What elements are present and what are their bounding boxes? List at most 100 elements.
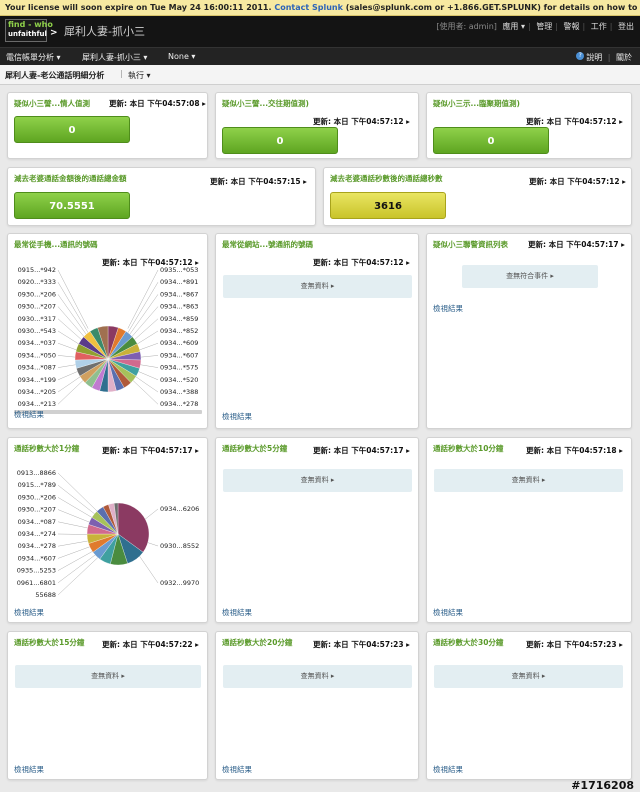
pie-label: 0930...*206 [18,290,56,298]
nav-right: ? 說明 | 關於 [576,52,632,63]
panel-title: 通話秒數大於20分鐘 [222,638,293,647]
pie-slice[interactable] [97,325,109,360]
run-menu[interactable]: 執行 ▾ [128,71,151,80]
panel-over-10min: 通話秒數大於10分鐘 更新: 本日 下午04:57:18 ▸ 查無資料 ▸ 檢視… [426,437,632,623]
pie-label: 0913...8866 [17,469,56,477]
help-link[interactable]: 說明 [586,53,603,62]
panel-title: 疑似小三聯警資訊列表 [433,240,508,249]
panel-updated: 更新: 本日 下午04:57:15 ▸ [210,177,307,186]
panel-title: 減去老婆通話秒數後的通話總秒數 [330,174,443,183]
pie-label: 0934...*891 [160,278,198,286]
view-results-link[interactable]: 檢視結果 [14,608,44,617]
chart-scrollbar[interactable] [14,410,202,414]
pie-slice[interactable] [117,502,150,553]
pie-chart-mobile[interactable]: 0915...*942 0920...*333 0930...*206 0930...… [8,266,209,416]
nav-billing-analysis[interactable]: 電信帳單分析 ▾ [6,53,61,62]
panel-updated: 更新: 本日 下午04:57:17 ▸ [313,446,410,455]
pie-label: 0961...6801 [17,579,56,587]
logo-arrow-icon: > [50,28,58,38]
no-results-message: 查無資料 ▸ [223,275,412,298]
panel-updated: 更新: 本日 下午04:57:23 ▸ [526,640,623,649]
view-results-link[interactable]: 檢視結果 [433,765,463,774]
pie-label: 0934...*087 [18,364,56,372]
pie-label: 0935...5253 [17,567,56,575]
view-results-link[interactable]: 檢視結果 [433,304,463,313]
menu-logout[interactable]: 登出 [618,22,634,31]
pie-leader-line [57,555,100,596]
no-results-message: 查無資料 ▸ [434,665,623,688]
panel-updated: 更新: 本日 下午04:57:12 ▸ [102,258,199,267]
panel-updated: 更新: 本日 下午04:57:12 ▸ [313,117,410,126]
pie-label: 0934...*274 [18,530,56,538]
view-results-link[interactable]: 檢視結果 [222,412,252,421]
menu-alerts[interactable]: 警報 [563,22,580,31]
pie-label: 0934...*609 [160,339,198,347]
view-results-link[interactable]: 檢視結果 [433,608,463,617]
panel-updated: 更新: 本日 下午04:57:12 ▸ [313,258,410,267]
contact-splunk-link[interactable]: Contact Splunk [274,3,343,12]
pie-leader-line [57,485,100,518]
panel-updated: 更新: 本日 下午04:57:12 ▸ [526,117,623,126]
pie-label: 0934...*852 [160,327,198,335]
pie-label: 0934...*050 [18,351,56,359]
image-watermark: #1716208 [571,779,634,792]
panel-total-amount: 減去老婆通話金額後的通話總金額 更新: 本日 下午04:57:15 ▸ 70.5… [7,167,316,226]
no-results-message: 查無資料 ▸ [223,665,412,688]
panel-alert-list: 疑似小三聯警資訊列表 更新: 本日 下午04:57:17 ▸ 查無符合事件 ▸ … [426,233,632,429]
panel-updated: 更新: 本日 下午04:57:17 ▸ [528,240,625,249]
pie-leader-line [136,551,159,584]
pie-chart-over-1min[interactable]: 0913...8866 0915...*789 0930...*206 0930...… [8,460,209,600]
pie-label: 0934...*278 [18,542,56,550]
nav-app-dashboards[interactable]: 犀利人妻-抓小三 ▾ [82,53,148,62]
view-results-link[interactable]: 檢視結果 [222,765,252,774]
pie-label: 0934...*607 [18,554,56,562]
panel-total-seconds: 減去老婆通話秒數後的通話總秒數 更新: 本日 下午04:57:12 ▸ 3616 [323,167,632,226]
pie-leader-line [127,269,159,329]
user-label: [使用者: admin] [436,22,497,31]
menu-apps[interactable]: 應用 ▾ [502,22,525,31]
app-title: 犀利人妻-抓小三 [64,25,145,38]
pie-slice[interactable] [113,502,119,535]
view-results-link[interactable]: 檢視結果 [14,410,44,419]
view-results-link[interactable]: 檢視結果 [14,765,44,774]
view-results-link[interactable]: 檢視結果 [222,608,252,617]
pie-label: 0920...*333 [18,278,56,286]
pie-leader-line [127,282,159,333]
no-results-message: 查無資料 ▸ [223,469,412,492]
nav-none[interactable]: None ▾ [168,52,196,61]
panel-web-numbers: 最常從網站...號通訊的號碼 更新: 本日 下午04:57:12 ▸ 查無資料 … [215,233,419,429]
pie-leader-line [57,282,89,333]
panel-over-15min: 通話秒數大於15分鐘 更新: 本日 下午04:57:22 ▸ 查無資料 ▸ 檢視… [7,631,208,780]
panel-mobile-numbers: 最常從手機...通訊的號碼 更新: 本日 下午04:57:12 ▸ 0915..… [7,233,208,429]
single-value[interactable]: 0 [222,127,338,154]
dashboard-header: 犀利人妻-老公通話明細分析 | 執行 ▾ [0,65,640,85]
about-link[interactable]: 關於 [616,53,632,62]
single-value[interactable]: 3616 [330,192,446,219]
no-results-message: 查無資料 ▸ [434,469,623,492]
help-icon[interactable]: ? [576,52,585,60]
pie-label: 0930...*543 [18,327,56,335]
pie-label: 0930...*206 [18,493,56,501]
single-value[interactable]: 0 [433,127,549,154]
nav-bar: 電信帳單分析 ▾ 犀利人妻-抓小三 ▾ None ▾ ? 說明 | 關於 [0,47,640,65]
panel-updated: 更新: 本日 下午04:57:18 ▸ [526,446,623,455]
pie-label: 0934...*575 [160,364,198,372]
single-value[interactable]: 0 [14,116,130,143]
panel-title: 減去老婆通話金額後的通話總金額 [14,174,127,183]
no-results-message: 查無符合事件 ▸ [462,265,598,288]
menu-jobs[interactable]: 工作 [590,22,607,31]
pie-label: 0930...*317 [18,315,56,323]
pie-label: 0934...*520 [160,376,198,384]
logo-line1: find - who [8,20,53,29]
menu-manager[interactable]: 管理 [536,22,553,31]
pie-leader-line [57,472,100,514]
panel-title: 通話秒數大於10分鐘 [433,444,504,453]
panel-title: 疑似小三譬...交往期值測) [222,99,309,108]
no-results-message: 查無資料 ▸ [15,665,201,688]
panel-title: 通話秒數大於5分鐘 [222,444,288,453]
panel-over-30min: 通話秒數大於30分鐘 更新: 本日 下午04:57:23 ▸ 查無資料 ▸ 檢視… [426,631,632,780]
pie-label: 0934...*199 [18,376,56,384]
pie-label: 0915...*789 [18,481,56,489]
app-logo[interactable]: find - who unfaithful [5,19,53,42]
single-value[interactable]: 70.5551 [14,192,130,219]
